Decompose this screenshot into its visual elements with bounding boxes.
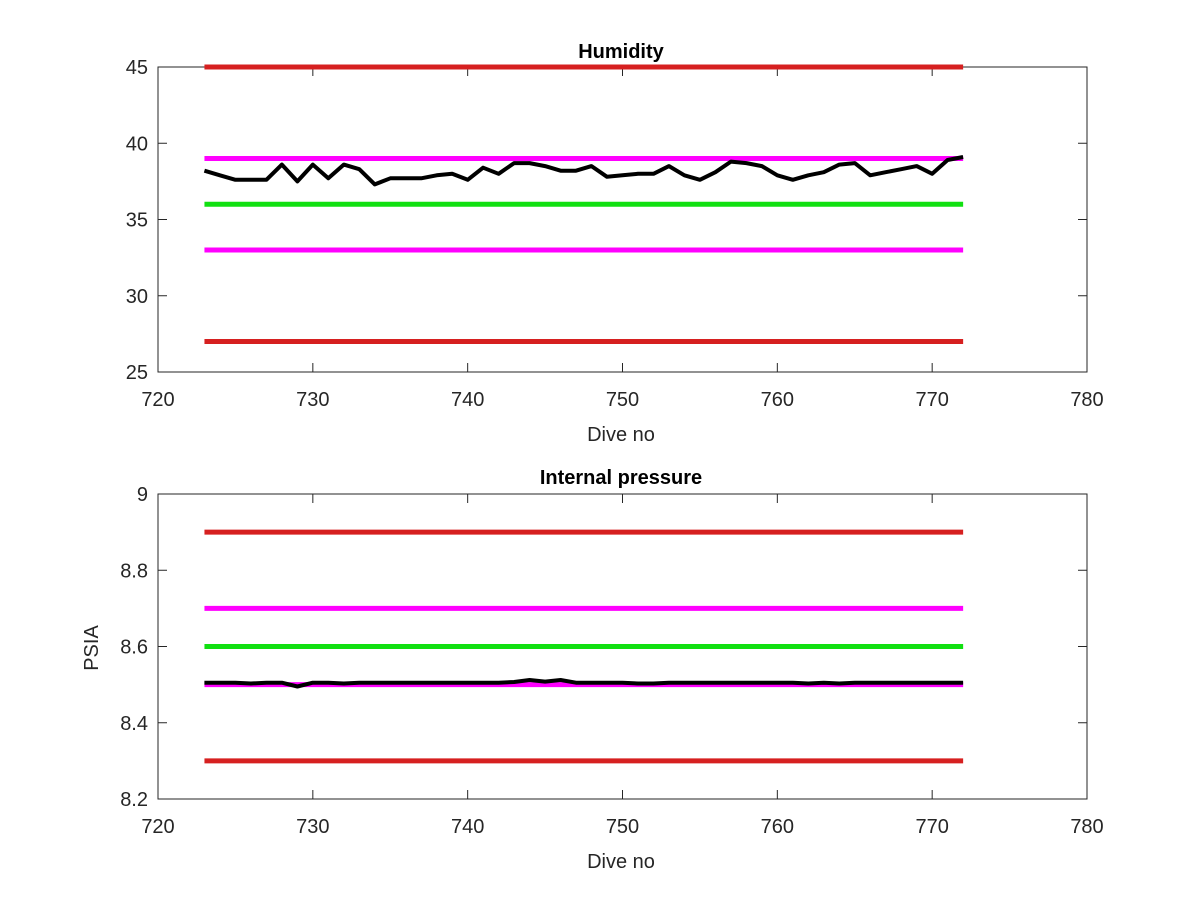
humidity-x-tick-label: 730 bbox=[296, 389, 329, 411]
pressure-y-tick-label: 8.4 bbox=[120, 713, 148, 735]
pressure-y-axis-label: PSIA bbox=[81, 625, 103, 671]
pressure-y-tick-label: 8.6 bbox=[120, 637, 148, 659]
pressure-x-tick-label: 770 bbox=[915, 816, 948, 838]
humidity-chart: Humidity 720 730 740 750 760 770 780 25 30 35 40 45… bbox=[126, 41, 1104, 446]
humidity-data-series bbox=[203, 155, 964, 187]
pressure-data-series bbox=[204, 678, 964, 689]
pressure-x-tick-label: 730 bbox=[296, 816, 329, 838]
humidity-y-tick-label: 40 bbox=[126, 133, 148, 155]
pressure-x-tick-label: 760 bbox=[761, 816, 794, 838]
humidity-x-tick-label: 760 bbox=[761, 389, 794, 411]
humidity-x-axis-label: Dive no bbox=[587, 424, 655, 446]
humidity-x-tick-label: 740 bbox=[451, 389, 484, 411]
pressure-y-tick-label: 8.2 bbox=[120, 789, 148, 811]
humidity-y-tick-label: 25 bbox=[126, 362, 148, 384]
pressure-x-tick-label: 720 bbox=[141, 816, 174, 838]
pressure-y-tick-label: 9 bbox=[137, 484, 148, 506]
humidity-chart-title: Humidity bbox=[578, 41, 664, 63]
pressure-chart: Internal pressure 720 730 740 750 760 770 780 8… bbox=[81, 467, 1104, 873]
pressure-y-tick-label: 8.8 bbox=[120, 560, 148, 582]
humidity-y-tick-label: 35 bbox=[126, 210, 148, 232]
humidity-y-tick-label: 30 bbox=[126, 286, 148, 308]
humidity-y-tick-label: 45 bbox=[126, 57, 148, 79]
humidity-x-tick-label: 750 bbox=[606, 389, 639, 411]
humidity-x-tick-label: 770 bbox=[915, 389, 948, 411]
pressure-plot-area: 720 730 740 750 760 770 780 8.2 8.4 8.6 8.8 9 bbox=[120, 484, 1104, 838]
pressure-x-tick-label: 750 bbox=[606, 816, 639, 838]
pressure-x-tick-label: 780 bbox=[1070, 816, 1103, 838]
pressure-chart-title: Internal pressure bbox=[540, 467, 702, 489]
pressure-x-tick-label: 740 bbox=[451, 816, 484, 838]
humidity-plot-area: 720 730 740 750 760 770 780 25 30 35 40 45 bbox=[126, 57, 1104, 411]
humidity-x-tick-label: 720 bbox=[141, 389, 174, 411]
humidity-x-tick-label: 780 bbox=[1070, 389, 1103, 411]
pressure-x-axis-label: Dive no bbox=[587, 851, 655, 873]
humidity-axes-box bbox=[157, 66, 1088, 373]
